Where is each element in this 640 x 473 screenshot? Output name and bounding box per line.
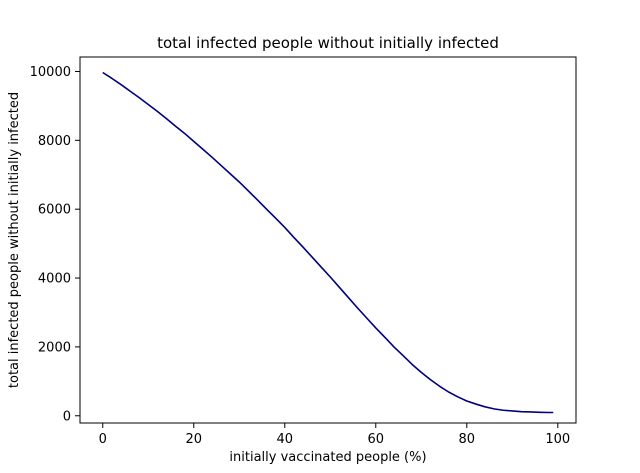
y-tick-label: 2000 bbox=[38, 340, 71, 355]
y-tick-label: 0 bbox=[63, 409, 71, 424]
plot-frame bbox=[79, 56, 577, 424]
y-axis: 0 2000 4000 6000 8000 10000 bbox=[30, 65, 80, 424]
series-line-0 bbox=[102, 71, 554, 414]
x-tick-label: 60 bbox=[368, 432, 385, 447]
plot-area bbox=[102, 71, 554, 414]
y-tick-label: 6000 bbox=[38, 203, 71, 218]
x-axis: 0 20 40 60 80 100 bbox=[99, 423, 570, 447]
x-tick-label: 40 bbox=[276, 432, 293, 447]
y-axis-label: total infected people without initially … bbox=[7, 92, 22, 388]
y-tick-label: 4000 bbox=[38, 272, 71, 287]
x-tick-label: 0 bbox=[99, 432, 107, 447]
y-tick-label: 10000 bbox=[30, 65, 71, 80]
x-axis-label: initially vaccinated people (%) bbox=[229, 450, 426, 465]
y-tick-label: 8000 bbox=[38, 134, 71, 149]
x-tick-label: 20 bbox=[185, 432, 202, 447]
chart-title: total infected people without initially … bbox=[157, 34, 499, 52]
x-tick-label: 80 bbox=[459, 432, 476, 447]
x-tick-label: 100 bbox=[545, 432, 570, 447]
